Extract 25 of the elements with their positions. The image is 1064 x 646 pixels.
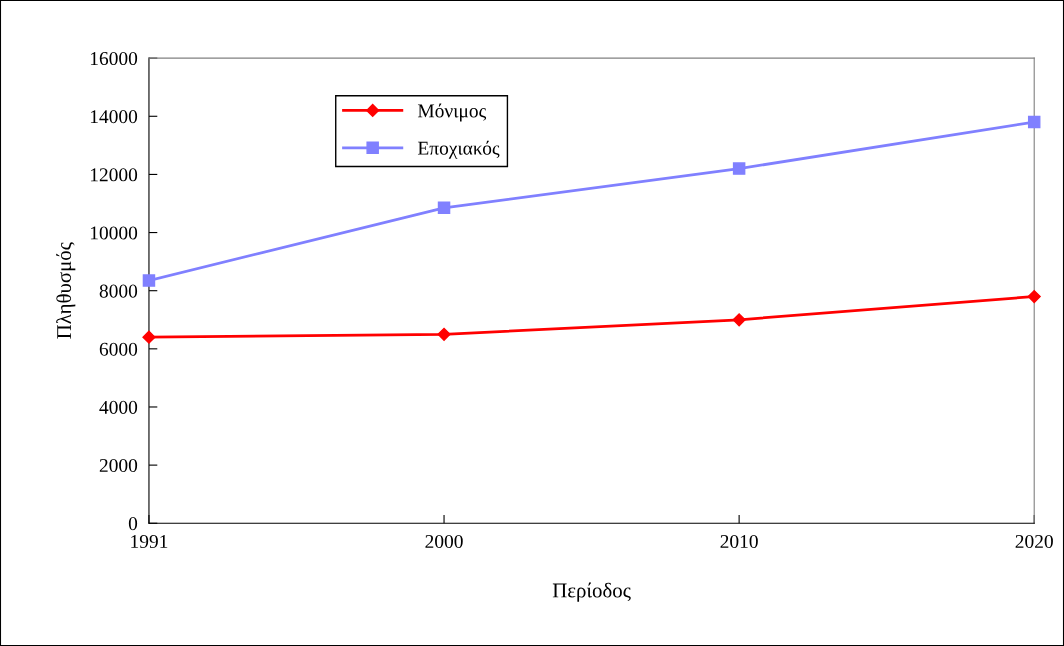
point (437, 327, 451, 341)
x-tick-label: 2000 (425, 534, 463, 549)
point (437, 201, 451, 215)
y-tick-label: 6000 (99, 342, 138, 356)
point (142, 274, 156, 287)
y-tick-label: 16000 (90, 51, 138, 66)
legend-label: Μόνιμος (417, 103, 487, 122)
y-tick-label: 14000 (90, 110, 138, 124)
x-tick-label: 1991 (131, 534, 168, 549)
y-tick-label: 0 (128, 517, 138, 531)
y-tick-label: 10000 (90, 226, 138, 240)
y-axis-title: Πληθυσμός (56, 242, 76, 339)
y-tick-label: 4000 (99, 400, 138, 414)
point (142, 330, 156, 344)
point (732, 162, 746, 175)
y-tick-label: 2000 (99, 458, 138, 473)
point (732, 313, 746, 327)
x-tick-label: 2010 (720, 534, 758, 549)
y-tick-label: 8000 (99, 284, 138, 298)
point (1027, 115, 1041, 129)
point (1027, 289, 1041, 304)
x-axis-title: Περίοδος (552, 582, 631, 602)
x-tick-label: 2020 (1015, 534, 1053, 549)
legend-label: Εποχιακός (417, 140, 500, 159)
y-tick-label: 12000 (90, 168, 138, 182)
